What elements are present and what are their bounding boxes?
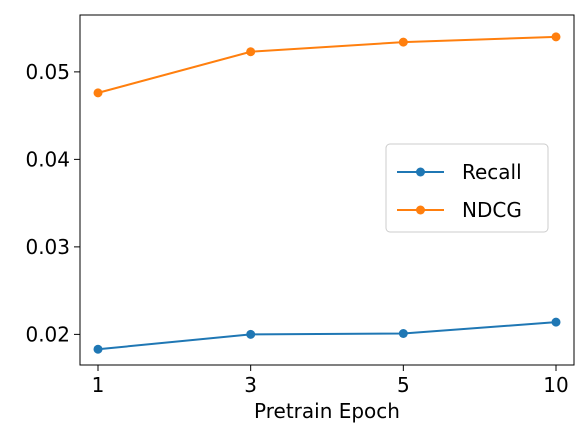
legend-label-ndcg: NDCG <box>462 198 522 222</box>
data-point-recall <box>398 329 408 338</box>
legend-marker-ndcg <box>416 205 425 215</box>
x-axis: 1 3 5 10 <box>92 365 569 397</box>
y-axis: 0.02 0.03 0.04 0.05 <box>25 60 80 346</box>
y-tick-label: 0.02 <box>25 322 70 346</box>
x-axis-title: Pretrain Epoch <box>254 399 400 423</box>
plot-area-frame <box>79 14 575 366</box>
data-point-ndcg <box>93 88 103 98</box>
x-tick-label: 10 <box>543 373 568 397</box>
data-point-recall <box>551 317 561 327</box>
y-tick-label: 0.04 <box>25 147 70 171</box>
legend-marker-recall <box>416 167 425 177</box>
data-point-recall <box>93 344 103 354</box>
data-point-ndcg <box>398 37 408 47</box>
data-point-ndcg <box>551 32 561 42</box>
data-point-recall <box>246 329 256 339</box>
series-line-recall <box>97 321 557 351</box>
x-tick-label: 5 <box>397 373 410 397</box>
legend-label-recall: Recall <box>462 160 522 184</box>
x-tick-label: 1 <box>92 373 105 397</box>
data-point-ndcg <box>246 47 256 57</box>
y-tick-label: 0.05 <box>25 60 70 84</box>
legend: Recall NDCG <box>385 143 549 233</box>
series-layer <box>93 32 561 354</box>
x-tick-label: 3 <box>244 373 257 397</box>
series-line-ndcg <box>97 35 557 94</box>
y-tick-label: 0.03 <box>25 235 70 259</box>
